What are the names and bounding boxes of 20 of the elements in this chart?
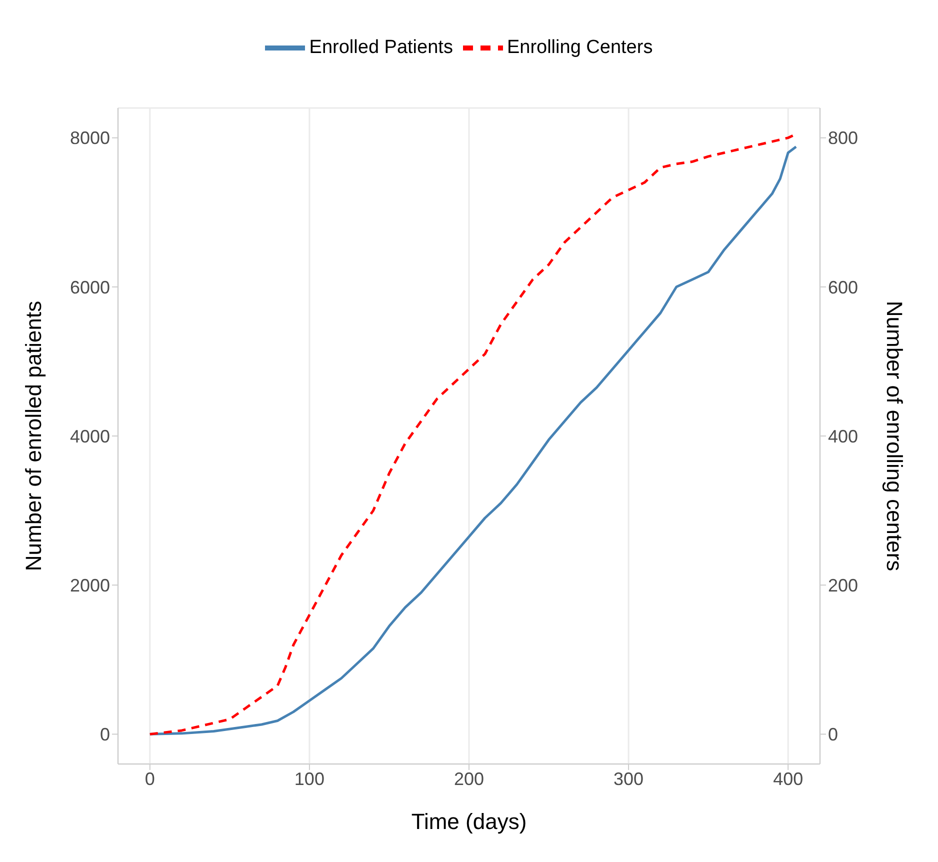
y-tick-label: 0 <box>100 724 110 745</box>
legend-label: Enrolled Patients <box>309 37 453 58</box>
x-tick-label: 100 <box>294 768 324 789</box>
legend-label: Enrolling Centers <box>506 37 653 58</box>
y2-tick-label: 0 <box>828 724 838 745</box>
y-tick-label: 6000 <box>70 277 110 298</box>
y2-tick-label: 800 <box>828 128 858 148</box>
y2-axis-title: Number of enrolling centers <box>882 300 908 572</box>
y-tick-label: 8000 <box>70 128 110 148</box>
x-axis-title: Time (days) <box>411 809 527 834</box>
y-tick-label: 2000 <box>70 575 110 596</box>
x-tick-label: 0 <box>144 768 155 789</box>
y2-tick-label: 200 <box>828 575 858 596</box>
y2-tick-label: 400 <box>828 426 858 446</box>
x-tick-label: 300 <box>614 768 644 789</box>
y2-tick-label: 600 <box>828 277 858 298</box>
y-tick-label: 4000 <box>70 426 110 446</box>
x-tick-label: 400 <box>773 768 804 789</box>
y-axis-title: Number of enrolled patients <box>20 300 46 572</box>
x-tick-label: 200 <box>454 768 484 789</box>
